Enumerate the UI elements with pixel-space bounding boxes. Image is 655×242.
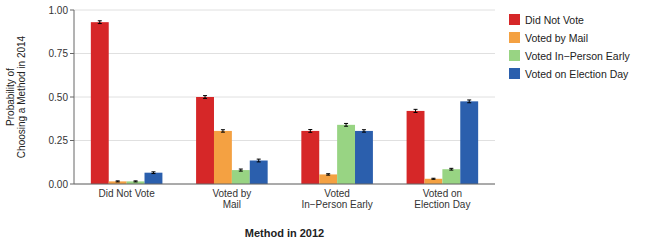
error-bar [98,21,102,24]
y-tick [70,97,74,98]
error-bar [203,96,207,99]
legend-swatch [509,68,520,79]
x-tick-label: Voted byMail [212,188,251,210]
bar [232,170,250,184]
x-axis [74,184,495,185]
bar [407,111,425,184]
error-bar [326,174,330,175]
bar [196,97,214,184]
bar [460,101,478,184]
y-axis [74,10,75,184]
legend-swatch [509,14,520,25]
bar [319,174,337,184]
error-bar [449,168,453,170]
y-axis-label: Probability ofChoosing a Method in 2014 [5,35,27,158]
error-bar [134,181,138,182]
bar [424,179,442,184]
bar [214,131,232,184]
legend-label: Voted by Mail [525,32,588,44]
y-tick-label: 0.50 [49,92,69,103]
grid-line [74,53,495,54]
bar [337,125,355,184]
error-bar [221,130,225,132]
x-axis-label: Method in 2012 [245,227,324,239]
error-bar [467,100,471,103]
error-bar [116,181,120,182]
grid-line [74,97,495,98]
y-tick-label: 1.00 [49,5,69,16]
bar [91,22,109,184]
error-bar [151,172,155,174]
legend-label: Voted In−Person Early [525,50,631,62]
legend-swatch [509,32,520,43]
y-tick-label: 0.00 [49,179,69,190]
y-tick [70,184,74,185]
bar [145,173,163,184]
grid-line [74,140,495,141]
legend-label: Voted on Election Day [525,68,629,80]
y-tick-label: 0.75 [49,48,69,59]
error-bar [431,178,435,179]
grid-line [74,10,495,11]
x-tick-label: Did Not Vote [99,188,156,199]
error-bar [239,169,243,171]
error-bar [362,130,366,132]
bar [442,169,460,184]
y-tick [70,140,74,141]
error-bar [308,130,312,133]
bar [355,131,373,184]
bar [250,161,268,184]
chart: 0.00 0.25 0.50 0.75 1.00 Did Not Vote Voted by… [0,0,655,242]
bar [301,131,319,184]
error-bar [414,109,418,112]
y-tick [70,10,74,11]
x-tick-label: Voted onElection Day [414,188,470,210]
legend-label: Did Not Vote [525,14,584,26]
error-bar [344,123,348,126]
grid [74,10,495,184]
plot-area [91,21,478,184]
legend: Did Not Vote Voted by Mail Voted In−Person… [509,14,631,80]
x-tick-label: VotedIn−Person Early [301,188,372,210]
legend-swatch [509,50,520,61]
y-tick [70,53,74,54]
y-tick-label: 0.25 [49,135,69,146]
grid-line [74,184,495,185]
error-bar [257,159,261,162]
